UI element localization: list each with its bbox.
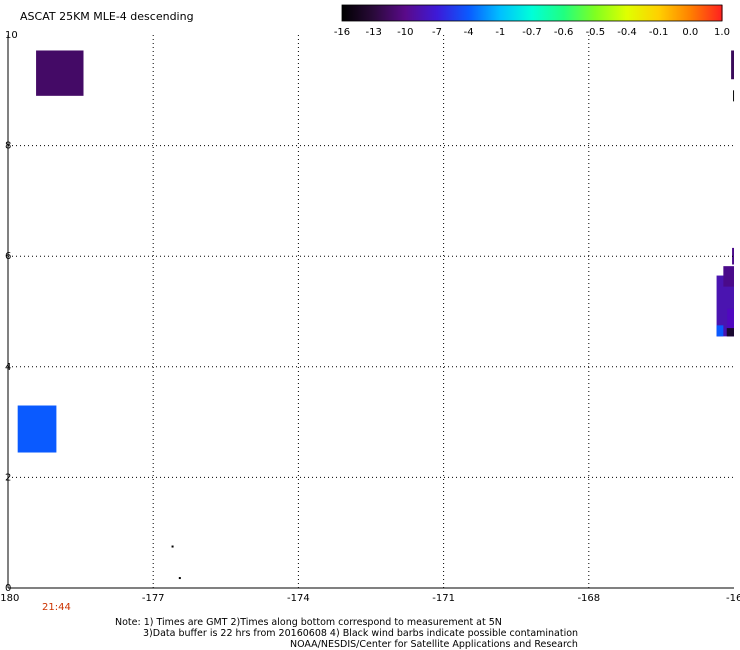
data-cell [726, 328, 734, 337]
colorbar-tick-label: -10 [397, 27, 413, 38]
data-cell [727, 308, 734, 337]
x-tick-labels: -180 -177 -174 -171 -168 -16 [0, 593, 740, 604]
wind-barb [171, 545, 174, 548]
colorbar-tick-label: -4 [464, 27, 474, 38]
colorbar-gradient [341, 4, 723, 22]
x-tick-label: -177 [142, 593, 165, 604]
x-tick-label: -174 [287, 593, 310, 604]
x-tick-label: -171 [432, 593, 455, 604]
data-cell [716, 325, 724, 337]
y-tick-label: 10 [5, 30, 18, 41]
colorbar-tick-label: -13 [365, 27, 381, 38]
y-tick-label: 6 [5, 251, 11, 262]
x-tick-label: -168 [577, 593, 600, 604]
wind-barb [178, 577, 181, 580]
axes [7, 35, 734, 589]
data-cells [17, 50, 735, 453]
colorbar-tick-label: -0.7 [522, 27, 542, 38]
colorbar-tick-label: -0.6 [554, 27, 574, 38]
footer-note: 3)Data buffer is 22 hrs from 20160608 4)… [143, 628, 578, 639]
grid-lines [8, 35, 734, 588]
y-tick-label: 2 [5, 472, 11, 483]
x-tick-label: -180 [0, 593, 19, 604]
data-cell [733, 90, 735, 102]
colorbar-tick-label: -7 [432, 27, 442, 38]
wind-barbs [171, 545, 181, 580]
colorbar: -16 -13 -10 -7 -4 -1 -0.7 -0.6 -0.5 -0.4 -0.1 0.0 1.… [334, 4, 730, 38]
colorbar-tick-label: -0.4 [617, 27, 637, 38]
colorbar-tick-label: 0.0 [682, 27, 698, 38]
footer-note: NOAA/NESDIS/Center for Satellite Applica… [290, 639, 578, 650]
data-cell [732, 247, 734, 265]
colorbar-tick-label: -16 [334, 27, 350, 38]
colorbar-tick-label: -1 [495, 27, 505, 38]
footer-note: Note: 1) Times are GMT 2)Times along bot… [115, 617, 502, 628]
data-cell [723, 266, 734, 287]
colorbar-tick-label: -0.5 [586, 27, 606, 38]
colorbar-tick-label: -0.1 [649, 27, 669, 38]
data-cell [731, 50, 734, 80]
time-labels: 21:44 [42, 602, 71, 613]
data-cell [17, 405, 57, 453]
footer-notes: Note: 1) Times are GMT 2)Times along bot… [115, 617, 578, 650]
chart-title: ASCAT 25KM MLE-4 descending [20, 10, 194, 23]
time-label: 21:44 [42, 602, 71, 613]
y-tick-labels: 0 2 4 6 8 10 [5, 30, 18, 594]
x-tick-label: -16 [726, 593, 740, 604]
colorbar-tick-label: 1.0 [714, 27, 730, 38]
y-tick-label: 4 [5, 362, 11, 373]
y-tick-label: 0 [5, 583, 11, 594]
data-cell [36, 50, 84, 96]
y-tick-label: 8 [5, 141, 11, 152]
